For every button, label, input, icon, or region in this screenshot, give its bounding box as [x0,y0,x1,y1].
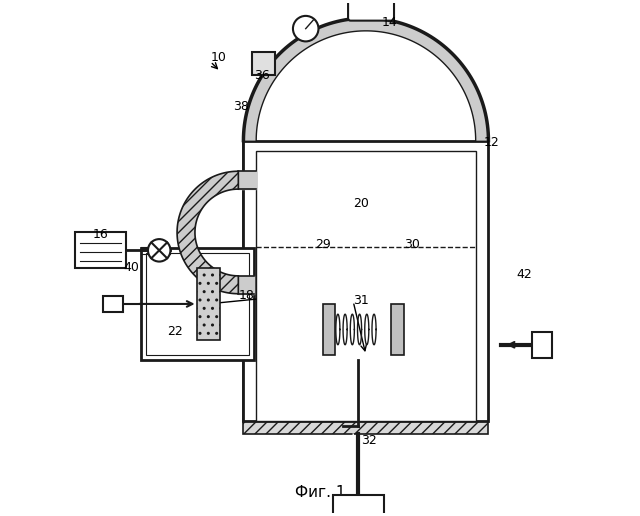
Bar [243,140,488,422]
Bar [323,304,335,355]
Text: 20: 20 [353,197,369,210]
Text: 10: 10 [211,52,226,64]
Text: 36: 36 [253,69,269,83]
Bar [256,151,476,422]
Bar [392,304,404,355]
Bar [75,233,126,268]
Text: 30: 30 [404,238,420,251]
Circle shape [148,239,170,262]
Bar [243,419,488,434]
FancyBboxPatch shape [348,0,394,21]
Text: 18: 18 [238,289,254,302]
Text: 22: 22 [167,325,182,337]
Text: 12: 12 [483,136,499,149]
Text: 14: 14 [381,16,397,29]
Circle shape [293,16,319,41]
Text: Фиг. 1: Фиг. 1 [295,486,345,501]
Bar [243,140,256,422]
Bar [141,248,253,360]
Bar [333,495,384,516]
Text: 16: 16 [93,228,109,240]
Bar [198,268,220,340]
PathPatch shape [243,18,488,140]
Bar [103,296,124,312]
Text: 42: 42 [516,268,532,281]
Bar [532,332,552,358]
Bar [252,52,275,75]
Text: 40: 40 [124,261,140,274]
Text: 29: 29 [315,238,331,251]
Text: 38: 38 [233,100,249,113]
Text: 31: 31 [353,294,369,307]
Bar [147,253,248,355]
PathPatch shape [177,171,238,294]
Text: 32: 32 [361,434,376,447]
Bar [476,140,488,422]
